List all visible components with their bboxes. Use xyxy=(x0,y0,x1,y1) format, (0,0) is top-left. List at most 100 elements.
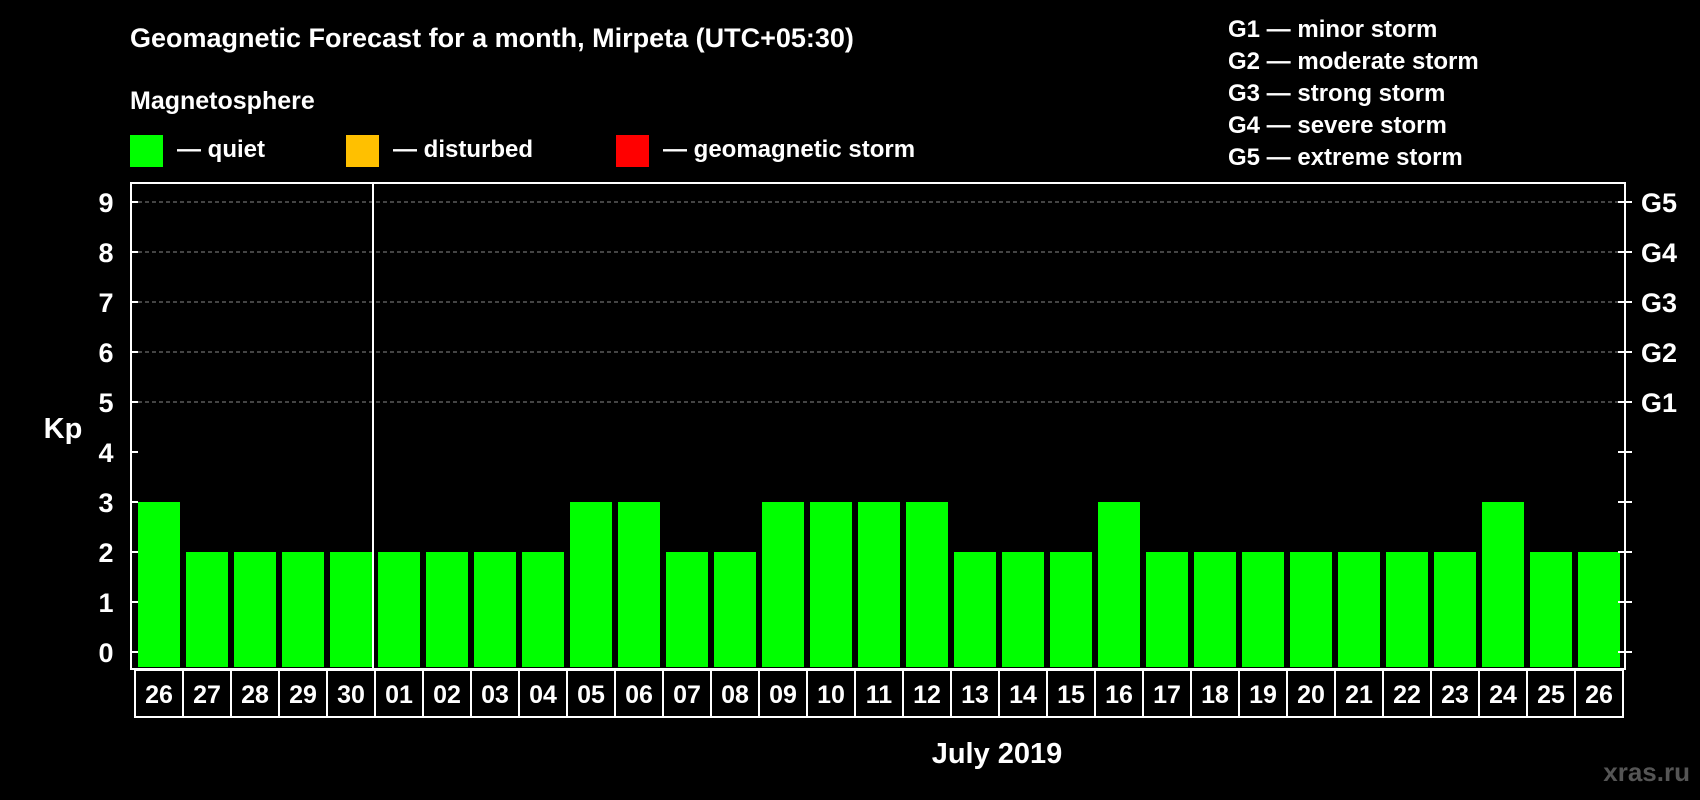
bar-24-20 xyxy=(1290,552,1332,667)
date-label-2-28: 28 xyxy=(241,681,269,709)
y-tick-label-3: 3 xyxy=(98,488,113,518)
bar-14-10 xyxy=(810,502,852,667)
legend-label-quiet: — quiet xyxy=(177,136,265,163)
y-tick-label-1: 1 xyxy=(98,588,113,618)
date-label-25-21: 21 xyxy=(1345,681,1373,709)
date-label-27-23: 23 xyxy=(1441,681,1469,709)
bar-11-07 xyxy=(666,552,708,667)
date-label-0-26: 26 xyxy=(145,681,173,709)
date-label-21-17: 17 xyxy=(1153,681,1181,709)
bar-5-01 xyxy=(378,552,420,667)
bar-20-16 xyxy=(1098,502,1140,667)
legend-swatch-quiet xyxy=(130,135,163,167)
storm-legend-g5: G5 — extreme storm xyxy=(1228,144,1463,171)
bar-29-25 xyxy=(1530,552,1572,667)
legend-title: Magnetosphere xyxy=(130,87,315,115)
storm-level-label-g4: G4 xyxy=(1641,238,1677,268)
storm-level-label-g2: G2 xyxy=(1641,338,1677,368)
date-label-7-03: 03 xyxy=(481,681,509,709)
storm-legend-g1: G1 — minor storm xyxy=(1228,16,1437,43)
bar-26-22 xyxy=(1386,552,1428,667)
bar-16-12 xyxy=(906,502,948,667)
date-label-3-29: 29 xyxy=(289,681,317,709)
x-axis-label: July 2019 xyxy=(932,738,1063,770)
bar-23-19 xyxy=(1242,552,1284,667)
bar-10-06 xyxy=(618,502,660,667)
bar-30-26 xyxy=(1578,552,1620,667)
date-label-9-05: 05 xyxy=(577,681,605,709)
bar-1-27 xyxy=(186,552,228,667)
y-tick-label-7: 7 xyxy=(98,288,113,318)
date-label-18-14: 14 xyxy=(1009,681,1037,709)
legend-label-geomagnetic-storm: — geomagnetic storm xyxy=(663,136,915,163)
storm-legend-g2: G2 — moderate storm xyxy=(1228,48,1479,75)
date-label-26-22: 22 xyxy=(1393,681,1421,709)
bar-6-02 xyxy=(426,552,468,667)
date-label-20-16: 16 xyxy=(1105,681,1133,709)
date-label-5-01: 01 xyxy=(385,681,413,709)
date-label-10-06: 06 xyxy=(625,681,653,709)
storm-level-label-g1: G1 xyxy=(1641,388,1677,418)
date-label-15-11: 11 xyxy=(866,681,893,709)
date-label-30-26: 26 xyxy=(1585,681,1613,709)
bar-25-21 xyxy=(1338,552,1380,667)
date-label-12-08: 08 xyxy=(721,681,749,709)
bar-13-09 xyxy=(762,502,804,667)
y-axis-label: Kp xyxy=(44,413,83,445)
grid-lines xyxy=(131,201,1625,403)
date-label-4-30: 30 xyxy=(337,681,365,709)
legend-swatch-geomagnetic-storm xyxy=(616,135,649,167)
bar-8-04 xyxy=(522,552,564,667)
date-label-16-12: 12 xyxy=(913,681,941,709)
bar-18-14 xyxy=(1002,552,1044,667)
date-label-8-04: 04 xyxy=(529,681,557,709)
date-label-24-20: 20 xyxy=(1297,681,1325,709)
bar-9-05 xyxy=(570,502,612,667)
date-label-1-27: 27 xyxy=(193,681,221,709)
chart-title: Geomagnetic Forecast for a month, Mirpet… xyxy=(130,23,854,53)
date-label-14-10: 10 xyxy=(817,681,845,709)
legend-label-disturbed: — disturbed xyxy=(393,136,533,163)
date-label-28-24: 24 xyxy=(1489,681,1517,709)
bar-17-13 xyxy=(954,552,996,667)
date-row-frame xyxy=(134,669,1624,718)
y-tick-label-8: 8 xyxy=(98,238,113,268)
storm-legend-g4: G4 — severe storm xyxy=(1228,112,1447,139)
date-label-17-13: 13 xyxy=(961,681,989,709)
bar-2-28 xyxy=(234,552,276,667)
date-label-29-25: 25 xyxy=(1537,681,1565,709)
y-tick-label-9: 9 xyxy=(98,188,113,218)
bar-4-30 xyxy=(330,552,372,667)
y-axis-left: 0 1 2 3 4 5 6 7 8 9 xyxy=(98,188,138,668)
date-label-19-15: 15 xyxy=(1057,681,1085,709)
legend-swatch-disturbed xyxy=(346,135,379,167)
bar-12-08 xyxy=(714,552,756,667)
y-axis-right: G1 G2 G3 G4 G5 xyxy=(1618,188,1677,653)
y-tick-label-2: 2 xyxy=(98,538,113,568)
bar-3-29 xyxy=(282,552,324,667)
storm-legend-g3: G3 — strong storm xyxy=(1228,80,1445,107)
y-tick-label-6: 6 xyxy=(98,338,113,368)
bars xyxy=(138,502,1620,667)
bar-28-24 xyxy=(1482,502,1524,667)
y-tick-label-4: 4 xyxy=(98,438,113,468)
y-tick-label-0: 0 xyxy=(98,638,113,668)
date-label-6-02: 02 xyxy=(433,681,461,709)
bar-0-26 xyxy=(138,502,180,667)
storm-level-label-g5: G5 xyxy=(1641,188,1677,218)
watermark: xras.ru xyxy=(1603,757,1690,787)
magnetosphere-legend: — quiet — disturbed — geomagnetic storm xyxy=(130,135,915,167)
bar-27-23 xyxy=(1434,552,1476,667)
date-label-23-19: 19 xyxy=(1249,681,1277,709)
bar-21-17 xyxy=(1146,552,1188,667)
date-label-22-18: 18 xyxy=(1201,681,1229,709)
x-axis-dates: 26 27 28 29 30 01 02 03 04 05 06 07 08 09 10 11 12 13 14 15… xyxy=(134,669,1624,718)
bar-22-18 xyxy=(1194,552,1236,667)
storm-level-label-g3: G3 xyxy=(1641,288,1677,318)
date-label-11-07: 07 xyxy=(673,681,701,709)
storm-scale-legend: G1 — minor storm G2 — moderate storm G3 … xyxy=(1228,16,1479,171)
bar-15-11 xyxy=(858,502,900,667)
bar-19-15 xyxy=(1050,552,1092,667)
bar-7-03 xyxy=(474,552,516,667)
